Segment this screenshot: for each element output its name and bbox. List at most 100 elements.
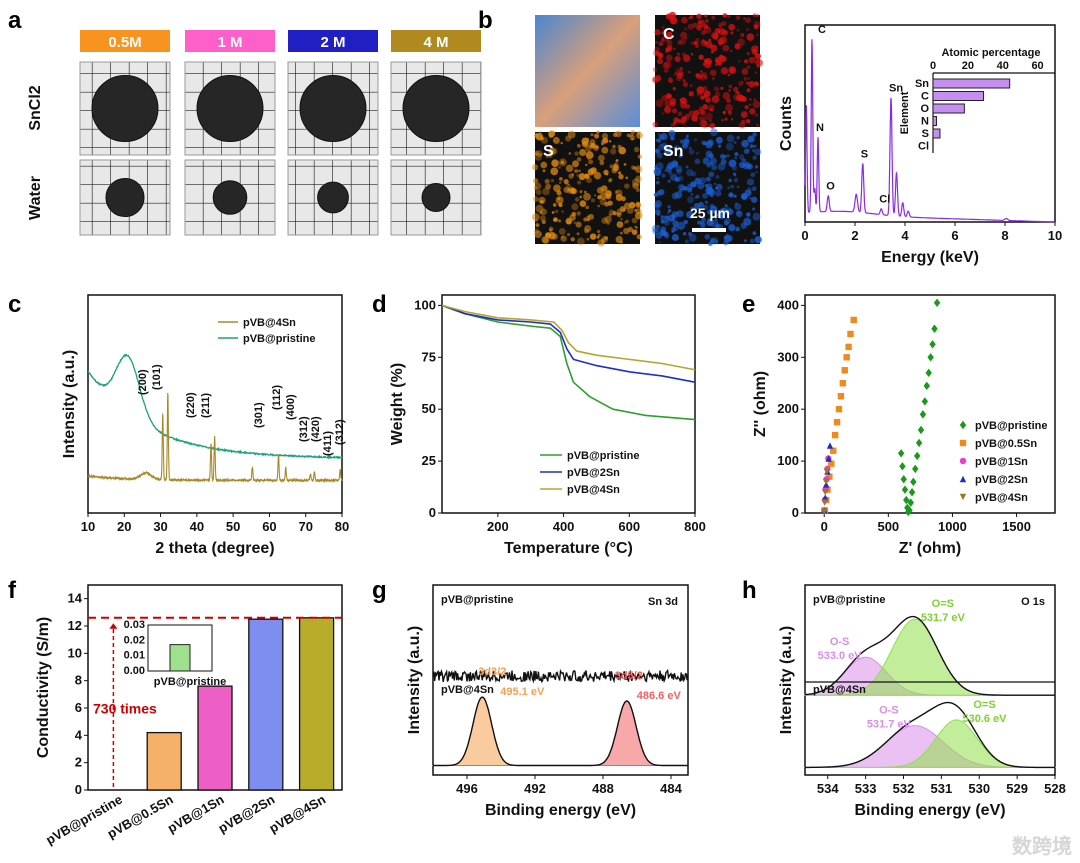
x-axis-label: 2 theta (degree) [155, 540, 274, 557]
map-signal [733, 141, 737, 145]
map-signal [635, 226, 638, 229]
map-signal [606, 222, 610, 225]
map-signal [717, 27, 726, 36]
chart-c-xrd: 10 20 30 40 50 60 70 80 2 theta (degree) Intensit… [61, 294, 349, 557]
map-signal [671, 226, 677, 232]
x-tick-label: 10 [1048, 228, 1062, 243]
map-signal [723, 154, 727, 158]
component-energy: 531.7 eV [921, 612, 966, 624]
x-tick-label: 2 [851, 228, 858, 243]
x-tick-label: 10 [81, 519, 95, 534]
map-signal [682, 81, 689, 88]
map-signal [534, 150, 540, 156]
chart-e-eis: 0 500 1000 1500 0 100 200 300 400 Z' (ohm) Z'' (oh… [752, 294, 1056, 557]
map-signal [715, 183, 723, 191]
map-signal [615, 160, 618, 163]
map-signal [685, 165, 689, 169]
data-point [921, 397, 929, 406]
map-signal [578, 173, 586, 181]
map-signal [752, 148, 756, 153]
map-signal [595, 145, 600, 149]
y-tick-label: 0 [792, 505, 799, 520]
map-signal [684, 125, 687, 128]
map-signal [563, 186, 570, 193]
data-point [897, 449, 905, 458]
data-point [825, 455, 832, 462]
map-signal [608, 140, 612, 143]
map-signal [702, 104, 708, 110]
inset-bar-N [932, 116, 937, 126]
map-signal [725, 103, 733, 112]
map-signal [666, 93, 672, 99]
data-point [903, 495, 910, 505]
data-point [959, 493, 967, 501]
map-signal [715, 63, 718, 66]
map-signal [735, 226, 740, 232]
film-disc [212, 180, 248, 215]
map-signal [619, 231, 623, 235]
data-point [823, 468, 830, 475]
x-tick-label: 70 [298, 519, 312, 534]
x-tick-label: 531 [931, 781, 953, 796]
y-tick-label: 50 [422, 401, 436, 416]
map-signal [675, 165, 683, 173]
map-signal [615, 190, 618, 194]
map-signal [610, 148, 617, 155]
map-signal [754, 113, 759, 117]
inset-tick-label: 40 [997, 60, 1009, 72]
map-signal [673, 117, 679, 123]
map-signal [683, 219, 689, 225]
hkl-label: (211) [200, 393, 212, 418]
data-point [899, 462, 906, 471]
map-signal [696, 25, 702, 31]
map-signal [714, 86, 720, 92]
data-point [912, 464, 919, 474]
y-tick-label: 12 [68, 618, 82, 633]
map-signal [660, 215, 669, 224]
map-signal [688, 91, 694, 97]
inset-y-label: Element [899, 91, 911, 134]
map-signal [624, 183, 630, 189]
map-signal [630, 165, 636, 170]
row-label-water: Water [27, 176, 44, 220]
map-signal [721, 118, 724, 122]
map-signal [587, 157, 590, 161]
map-signal [532, 178, 539, 184]
map-signal [723, 207, 732, 215]
data-point [959, 420, 967, 430]
map-signal [687, 196, 694, 204]
map-signal [665, 13, 673, 20]
map-signal [551, 211, 555, 214]
map-signal [636, 234, 642, 240]
data-point [915, 438, 923, 448]
map-signal [714, 218, 718, 222]
map-signal [667, 77, 674, 83]
panel-label-h: h [742, 577, 757, 604]
map-signal [676, 210, 684, 218]
map-signal [746, 28, 749, 31]
plot-frame [441, 294, 696, 514]
map-signal [586, 177, 592, 184]
map-signal [728, 84, 733, 89]
map-signal [742, 161, 751, 170]
spectrum-region: Sn 3d [648, 596, 678, 608]
map-signal [736, 94, 744, 102]
map-signal [680, 31, 688, 39]
map-signal [723, 220, 729, 226]
data-point [847, 330, 854, 338]
map-signal [749, 144, 754, 149]
map-signal [745, 119, 751, 124]
map-signal [695, 151, 699, 155]
map-signal [750, 172, 756, 178]
map-signal [743, 17, 746, 20]
hkl-label: (411) [322, 431, 334, 456]
eds-peak-label: N [816, 122, 824, 134]
map-signal [687, 23, 694, 30]
map-signal [585, 163, 588, 167]
map-signal [703, 24, 709, 30]
plot-frame [804, 294, 1056, 514]
map-signal [545, 155, 549, 159]
map-signal [753, 98, 757, 101]
component-label: 3d5/2 [615, 670, 643, 682]
map-signal [534, 230, 542, 239]
